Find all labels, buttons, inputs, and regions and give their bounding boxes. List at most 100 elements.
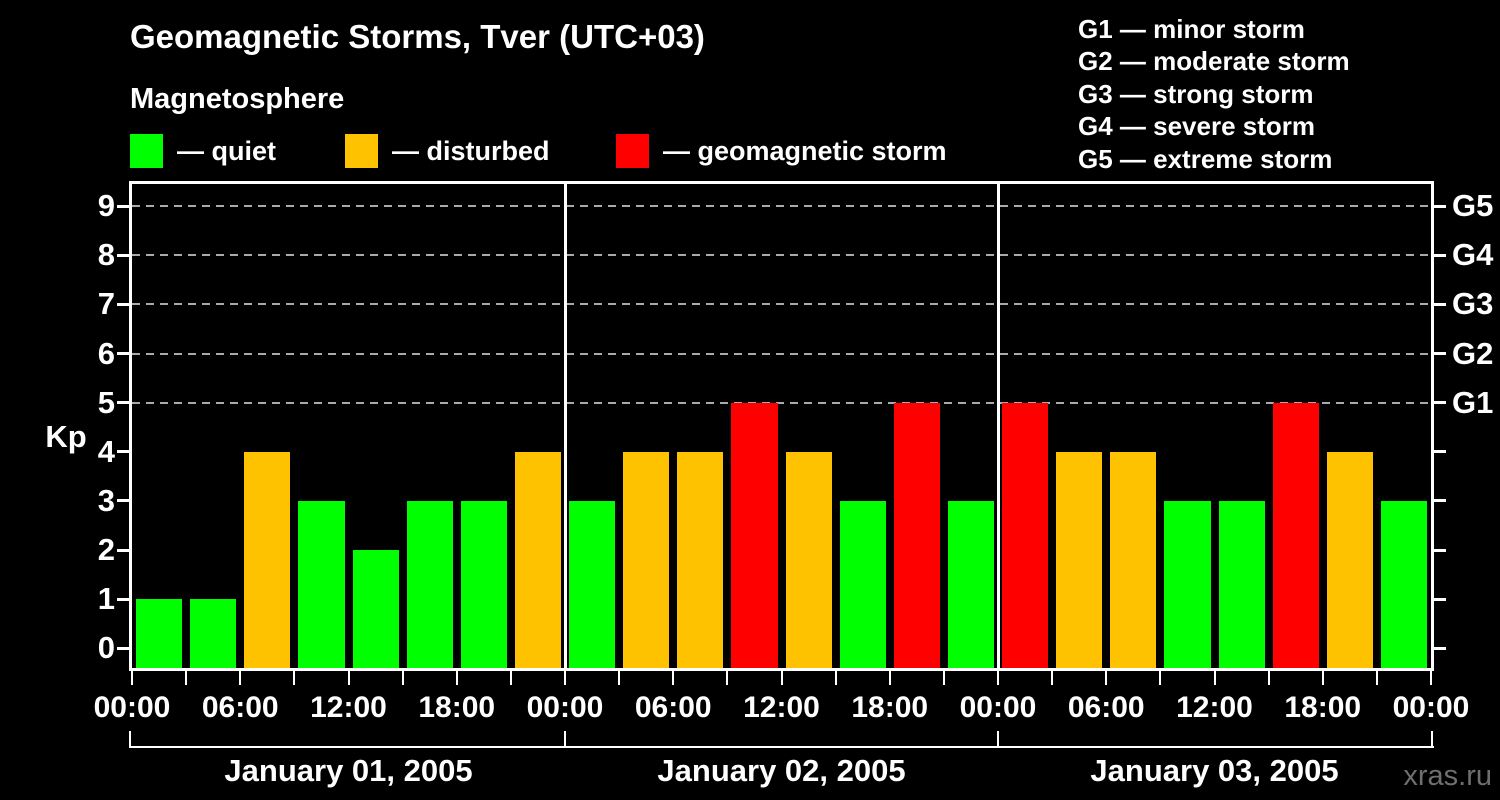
g-level-label-g3: G3 [1452, 286, 1494, 322]
storm-scale-item-g3: G3 — strong storm [1078, 78, 1314, 109]
y-tick-label: 7 [97, 286, 115, 322]
x-tick-label: 12:00 [743, 691, 820, 724]
date-label: January 01, 2005 [224, 753, 473, 788]
x-axis-tick [131, 671, 133, 685]
y-tick-label: 6 [97, 335, 115, 371]
y-tick-label: 5 [97, 384, 115, 420]
kp-bar [244, 451, 291, 668]
kp-bar [136, 599, 183, 668]
storm-scale-item-g2: G2 — moderate storm [1078, 46, 1350, 77]
x-tick-label: 18:00 [851, 691, 929, 724]
x-axis-tick [726, 671, 729, 685]
gridline-kp7 [132, 303, 1431, 306]
right-axis-tick [1434, 499, 1446, 503]
right-axis-tick [1434, 204, 1446, 208]
kp-bar [1056, 451, 1103, 668]
day-separator [563, 184, 567, 668]
chart-subtitle: Magnetosphere [130, 83, 345, 115]
x-axis-tick [997, 671, 999, 685]
x-axis-tick [780, 671, 783, 685]
x-axis-tick [1430, 671, 1432, 685]
x-axis-tick [401, 671, 404, 685]
plot-frame [129, 181, 1434, 671]
x-axis-tick [1159, 671, 1162, 685]
x-tick-label: 00:00 [1392, 691, 1470, 724]
kp-bar [1272, 402, 1319, 668]
x-axis-tick [1267, 671, 1270, 685]
x-tick-label: 18:00 [418, 691, 496, 724]
x-axis-tick [888, 671, 891, 685]
x-tick-label: 18:00 [1284, 691, 1362, 724]
x-tick-label: 06:00 [201, 691, 279, 724]
kp-bar [731, 402, 778, 668]
g-level-label-g2: G2 [1452, 335, 1494, 371]
date-bracket-tick [564, 731, 566, 748]
y-axis-tick [117, 597, 129, 601]
kp-bar [677, 451, 724, 668]
kp-bar [1326, 451, 1373, 668]
x-axis-tick [1375, 671, 1378, 685]
right-axis-tick [1434, 253, 1446, 257]
date-bracket [129, 746, 1434, 748]
x-axis-tick [455, 671, 458, 685]
kp-bar [1218, 500, 1265, 668]
kp-bar [839, 500, 886, 668]
watermark: xras.ru [1403, 760, 1492, 792]
x-axis-tick [1213, 671, 1216, 685]
storm-scale-item-g1: G1 — minor storm [1078, 14, 1305, 44]
x-axis-tick [672, 671, 675, 685]
page-title: Geomagnetic Storms, Tver (UTC+03) [130, 18, 705, 55]
kp-bar [514, 451, 561, 668]
x-tick-label: 00:00 [93, 691, 171, 724]
x-axis-tick [509, 671, 512, 685]
g-level-label-g1: G1 [1452, 384, 1494, 420]
x-axis-tick [942, 671, 945, 685]
x-axis-tick [185, 671, 188, 685]
x-tick-label: 00:00 [526, 691, 604, 724]
kp-bar [623, 451, 670, 668]
x-axis-tick [834, 671, 837, 685]
y-tick-label: 9 [97, 188, 115, 224]
right-axis-tick [1434, 597, 1446, 601]
kp-bar [1110, 451, 1157, 668]
kp-bar [893, 402, 940, 668]
date-label: January 02, 2005 [657, 753, 906, 788]
kp-bar [1164, 500, 1211, 668]
date-bracket-tick [997, 731, 999, 748]
right-axis-tick [1434, 401, 1446, 405]
g-level-label-g4: G4 [1452, 237, 1494, 273]
gridline-kp6 [132, 352, 1431, 355]
y-tick-label: 0 [97, 630, 115, 666]
x-axis-tick [618, 671, 621, 685]
y-axis-tick [117, 204, 129, 208]
x-axis-tick [1051, 671, 1054, 685]
y-axis-tick [117, 646, 129, 650]
gridline-kp8 [132, 254, 1431, 257]
gridline-kp5 [132, 401, 1431, 404]
kp-bar [569, 500, 616, 668]
x-axis-tick [1321, 671, 1324, 685]
date-bracket-tick [129, 731, 131, 748]
kp-bar [1380, 500, 1427, 668]
y-axis-tick [117, 450, 129, 454]
date-bracket-tick [1431, 731, 1433, 748]
x-axis-tick [564, 671, 566, 685]
right-axis-tick [1434, 548, 1446, 552]
kp-bar [1002, 402, 1049, 668]
y-tick-label: 1 [97, 581, 115, 617]
legend-swatch-disturbed [345, 134, 378, 168]
y-axis-tick [117, 401, 129, 405]
kp-bar [406, 500, 453, 668]
right-axis-tick [1434, 302, 1446, 306]
g-level-label-g5: G5 [1452, 188, 1494, 224]
date-label: January 03, 2005 [1090, 753, 1339, 788]
y-axis-tick [117, 302, 129, 306]
y-axis-tick [117, 548, 129, 552]
x-axis-tick [347, 671, 350, 685]
gridline-kp9 [132, 205, 1431, 208]
storm-scale-item-g5: G5 — extreme storm [1078, 143, 1333, 174]
kp-bar [947, 500, 994, 668]
kp-bar [785, 451, 832, 668]
legend-swatch-quiet [130, 134, 163, 168]
